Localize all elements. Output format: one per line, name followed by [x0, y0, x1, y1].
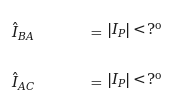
Text: $\hat{I}_{BA}$: $\hat{I}_{BA}$: [11, 20, 35, 43]
Text: $\hat{I}_{AC}$: $\hat{I}_{AC}$: [11, 71, 35, 93]
Text: $|I_P|<\!?^{\mathrm{o}}$: $|I_P|<\!?^{\mathrm{o}}$: [106, 72, 162, 92]
Text: $=$: $=$: [87, 24, 103, 39]
Text: $|I_P|<\!?^{\mathrm{o}}$: $|I_P|<\!?^{\mathrm{o}}$: [106, 22, 162, 41]
Text: $=$: $=$: [87, 74, 103, 89]
